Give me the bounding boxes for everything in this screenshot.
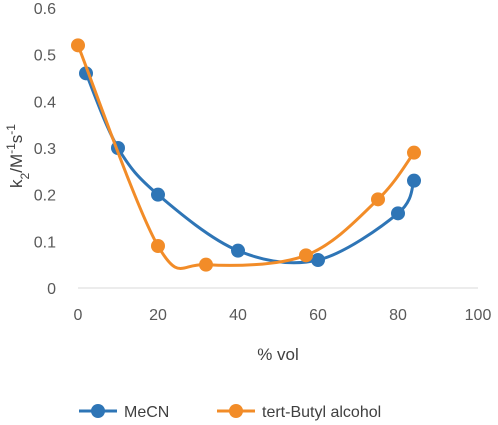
data-point-mecn	[231, 243, 245, 258]
y-tick-label: 0.4	[34, 94, 56, 111]
data-point-tert-butyl-alcohol	[299, 248, 313, 263]
y-tick-label: 0	[47, 281, 56, 298]
y-axis-ticks: 0 0.1 0.2 0.3 0.4 0.5 0.6	[34, 1, 56, 298]
y-axis-title-s: s	[7, 135, 26, 144]
y-axis-title: k2/M-1s-1	[4, 124, 32, 188]
y-tick-label: 0.6	[34, 1, 56, 18]
legend: MeCN tert-Butyl alcohol	[79, 404, 381, 421]
y-axis-title-base: k	[7, 179, 26, 188]
data-point-tert-butyl-alcohol	[71, 38, 85, 53]
data-point-tert-butyl-alcohol	[407, 145, 421, 160]
data-point-tert-butyl-alcohol	[151, 239, 165, 253]
x-tick-label: 0	[74, 307, 83, 324]
legend-item-tert-butyl-alcohol: tert-Butyl alcohol	[217, 404, 381, 421]
y-axis-title-superscript-1: -1	[4, 143, 18, 154]
x-axis-ticks: 0 20 40 60 80 100	[74, 307, 492, 324]
data-point-mecn	[407, 173, 421, 188]
x-tick-label: 20	[149, 307, 167, 324]
data-point-tert-butyl-alcohol	[371, 192, 385, 207]
legend-label-tert-butyl-alcohol: tert-Butyl alcohol	[262, 404, 381, 421]
data-point-mecn	[311, 253, 325, 267]
series-layer	[71, 38, 421, 272]
series-mecn	[79, 66, 421, 267]
x-tick-label: 100	[465, 307, 492, 324]
x-tick-label: 60	[309, 307, 327, 324]
y-tick-label: 0.2	[34, 188, 56, 205]
y-axis-title-superscript-2: -1	[4, 124, 18, 135]
y-tick-label: 0.5	[34, 48, 56, 65]
data-point-mecn	[391, 206, 405, 221]
series-line-tert-butyl-alcohol	[76, 43, 416, 270]
y-axis-title-unit: /M	[7, 154, 26, 173]
legend-marker-mecn	[91, 404, 105, 418]
data-point-mecn	[151, 187, 165, 202]
series-tert-butyl-alcohol	[71, 38, 421, 272]
legend-label-mecn: MeCN	[124, 404, 169, 421]
y-tick-label: 0.3	[34, 141, 56, 158]
x-tick-label: 80	[389, 307, 407, 324]
y-axis-title-subscript: 2	[18, 172, 32, 179]
legend-item-mecn: MeCN	[79, 404, 169, 421]
data-point-tert-butyl-alcohol	[199, 257, 213, 272]
legend-marker-tert-butyl-alcohol	[229, 404, 243, 418]
x-tick-label: 40	[229, 307, 247, 324]
x-axis-title: % vol	[257, 345, 299, 364]
series-line-mecn	[84, 71, 416, 265]
y-tick-label: 0.1	[34, 234, 56, 251]
